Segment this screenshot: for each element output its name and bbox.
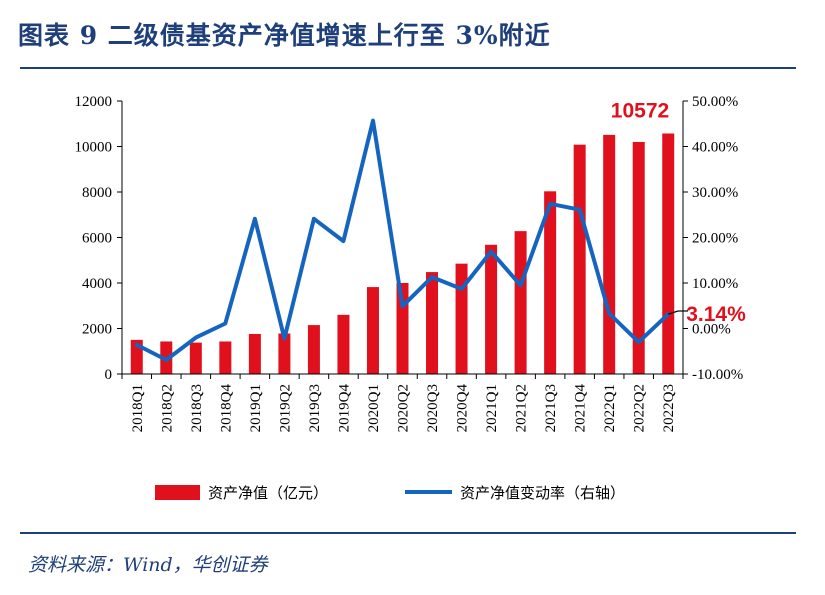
bar-2019Q3 [307,325,320,374]
right-tick-label: 30.00% [692,185,738,201]
title-rule [20,67,796,69]
bar-2020Q4 [455,263,468,374]
x-tick-label: 2021Q2 [514,384,530,432]
x-tick-label: 2022Q3 [661,384,677,432]
footer-rule [20,532,796,534]
x-tick-label: 2021Q3 [543,384,559,432]
source-note: 资料来源：Wind，华创证券 [28,554,268,576]
right-tick-label: 40.00% [692,140,738,156]
legend-line-label: 资产净值变动率（右轴） [460,484,625,502]
left-tick-label: 4000 [82,276,112,292]
x-tick-label: 2019Q1 [248,384,264,432]
left-tick-label: 10000 [75,140,113,156]
left-tick-label: 12000 [75,94,113,110]
bar-2019Q1 [248,333,261,374]
annotations: 10572 3.14% [611,99,746,326]
legend-bar-swatch [155,485,200,500]
bar-2021Q2 [514,231,527,374]
bar-2019Q4 [337,314,350,374]
bar-2022Q2 [632,141,645,374]
x-tick-label: 2020Q2 [396,384,412,432]
bar-2022Q1 [603,134,616,374]
left-tick-label: 8000 [82,185,112,201]
chart-title: 图表 9 二级债基资产净值增速上行至 3%附近 [18,21,551,50]
x-tick-label: 2018Q4 [218,384,234,433]
bar-2018Q4 [219,341,232,374]
left-tick-label: 2000 [82,322,112,338]
right-tick-label: 0.00% [692,322,731,338]
x-tick-label: 2020Q3 [425,384,441,432]
bar-2019Q2 [278,333,291,374]
x-tick-label: 2019Q2 [277,384,293,432]
x-tick-label: 2018Q1 [130,384,146,432]
line-last-value-label: 3.14% [686,303,746,326]
right-tick-label: 20.00% [692,231,738,247]
x-tick-label: 2018Q3 [189,384,205,432]
x-tick-label: 2021Q4 [573,384,589,433]
x-tick-label: 2018Q2 [159,384,175,432]
bar-2020Q3 [426,272,439,374]
right-tick-label: 10.00% [692,276,738,292]
bar-2022Q3 [662,133,675,374]
legend-bar-label: 资产净值（亿元） [208,484,328,502]
legend: 资产净值（亿元） 资产净值变动率（右轴） [155,484,625,502]
left-tick-label: 0 [105,367,113,383]
axes: 020004000600080001000012000-10.00%0.00%1… [75,94,744,432]
line-last-leader [668,310,679,315]
line-series [134,118,671,362]
bar-2018Q3 [189,342,202,374]
x-tick-label: 2022Q1 [602,384,618,432]
x-tick-label: 2019Q3 [307,384,323,432]
x-tick-label: 2021Q1 [484,384,500,432]
right-tick-label: 50.00% [692,94,738,110]
x-tick-label: 2020Q1 [366,384,382,432]
bar-last-value-label: 10572 [611,99,669,122]
right-tick-label: -10.00% [692,367,743,383]
bar-2021Q4 [573,144,586,374]
x-tick-label: 2022Q2 [632,384,648,432]
bar-2021Q1 [485,244,498,374]
bar-2020Q1 [366,287,379,374]
x-tick-label: 2019Q4 [336,384,352,433]
bar-2021Q3 [544,191,557,374]
left-tick-label: 6000 [82,231,112,247]
x-tick-label: 2020Q4 [455,384,471,433]
